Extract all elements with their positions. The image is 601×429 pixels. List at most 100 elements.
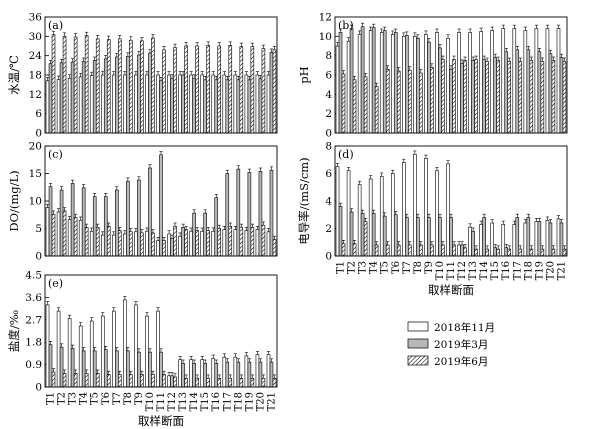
bar (236, 168, 241, 257)
bar (233, 229, 238, 257)
bar (95, 38, 100, 134)
bar (468, 32, 472, 134)
bar (129, 231, 133, 257)
bar (529, 248, 534, 257)
y-tick-label: 24 (29, 50, 43, 62)
x-tick-label: T17 (222, 392, 233, 411)
plot-frame (44, 274, 278, 388)
x-tick-label: T6 (391, 261, 402, 274)
bar (145, 315, 149, 388)
x-tick-label: T7 (402, 261, 413, 274)
bar (70, 61, 75, 134)
bar (214, 363, 219, 388)
x-tick-label: T8 (413, 261, 424, 274)
bar (200, 230, 205, 257)
bar (501, 224, 506, 257)
plot-frame (44, 145, 278, 257)
bar (170, 77, 174, 134)
bar (496, 60, 500, 134)
bar (368, 30, 373, 134)
bar (48, 63, 53, 134)
bar (134, 74, 138, 134)
bar (137, 351, 141, 388)
bar (540, 248, 545, 257)
bar (106, 374, 111, 388)
bar (368, 178, 373, 257)
bar (537, 221, 542, 257)
bar (184, 45, 188, 134)
bar (523, 222, 528, 257)
bar (479, 224, 483, 257)
y-tick-label: 6 (325, 70, 332, 82)
bar (396, 70, 401, 134)
bar (84, 35, 89, 134)
bar (67, 318, 72, 388)
bar (225, 79, 230, 134)
bar (181, 227, 185, 257)
bar (228, 45, 233, 134)
y-axis-title: DO/(mg/L) (7, 170, 21, 231)
bar (548, 53, 553, 134)
bar (562, 248, 567, 257)
bar (363, 221, 368, 257)
bar (118, 230, 122, 257)
bar (419, 72, 423, 134)
x-tick-label: T3 (358, 261, 369, 274)
x-tick-label: T16 (211, 392, 222, 411)
y-tick-label: 30 (29, 31, 42, 43)
chart-legend: 2018年11月 2019年3月 2019年6月 (407, 321, 495, 368)
bar (192, 212, 196, 257)
bar (269, 52, 274, 134)
y-axis-title: 盐度/‰ (7, 310, 21, 352)
bar (338, 32, 343, 134)
bar (250, 227, 255, 257)
bar (78, 325, 83, 388)
bar (56, 211, 61, 257)
bar (51, 34, 56, 134)
y-axis-title: pH (297, 66, 311, 83)
panel-label: (b) (338, 19, 354, 32)
bar (545, 219, 550, 257)
bar (159, 154, 163, 257)
bar (349, 28, 354, 134)
x-tick-label: T4 (369, 261, 380, 274)
bar (73, 217, 78, 257)
bar (200, 359, 205, 388)
bar (181, 74, 185, 134)
bar (452, 244, 456, 257)
bar (405, 35, 409, 134)
bar (272, 377, 277, 388)
bar (126, 180, 130, 257)
bar (266, 231, 271, 257)
bar (529, 60, 534, 134)
x-tick-label: T20 (545, 261, 556, 280)
bar (145, 74, 149, 134)
bar (272, 239, 277, 257)
y-tick-label: 6 (35, 108, 42, 120)
bar (126, 350, 130, 388)
bar (363, 76, 368, 134)
legend-label: 2019年3月 (434, 338, 488, 351)
panel-label: (c) (48, 148, 63, 161)
legend-label: 2019年6月 (434, 355, 488, 368)
bar (151, 232, 155, 257)
bar (382, 30, 387, 134)
plot-frame (44, 16, 278, 134)
bar (134, 231, 138, 257)
bar (490, 222, 495, 257)
bar (250, 377, 255, 388)
bar (551, 248, 556, 257)
bar (335, 45, 340, 134)
x-tick-label: T4 (79, 392, 90, 405)
x-tick-label: T12 (167, 392, 178, 411)
bar (118, 374, 122, 388)
bar (382, 215, 387, 257)
bar (103, 58, 108, 134)
bar (189, 230, 193, 257)
x-tick-label: T11 (446, 261, 457, 280)
bar (239, 46, 244, 134)
x-tick-label: T21 (556, 261, 567, 280)
y-tick-label: 2.7 (25, 314, 42, 326)
bar (195, 230, 199, 257)
bar (250, 46, 255, 134)
